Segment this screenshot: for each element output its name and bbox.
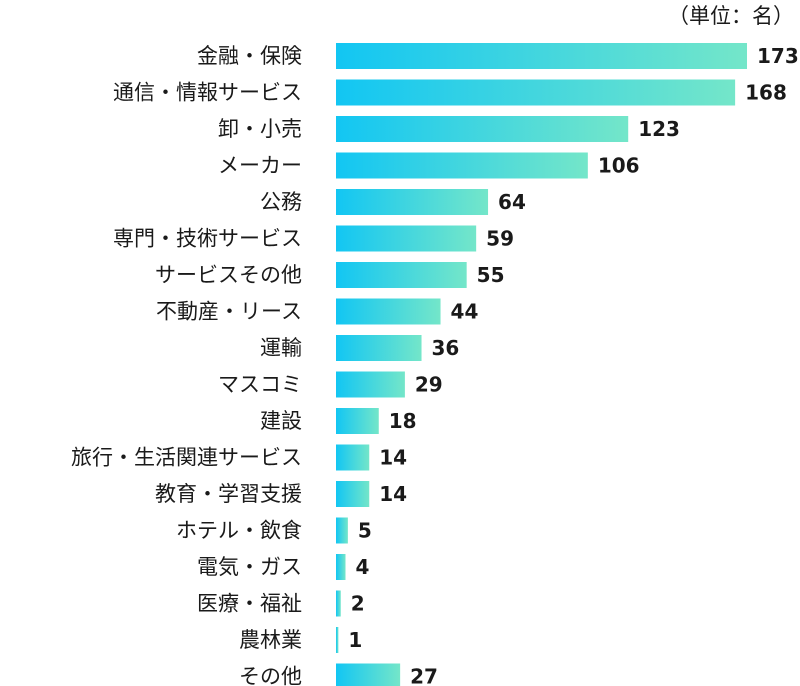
value-label: 14 (379, 446, 407, 470)
bar (336, 590, 341, 617)
bar (336, 152, 588, 179)
value-label: 64 (498, 190, 526, 214)
category-label: 農林業 (239, 628, 302, 652)
category-label: マスコミ (218, 373, 302, 397)
value-label: 59 (486, 227, 514, 251)
value-label: 29 (415, 373, 443, 397)
bar (336, 43, 747, 69)
bar (336, 517, 348, 544)
value-label: 2 (351, 592, 365, 616)
value-label: 123 (638, 117, 680, 141)
category-label: その他 (239, 665, 302, 686)
value-label: 18 (389, 409, 417, 433)
bar (336, 225, 477, 252)
bar (336, 262, 467, 288)
bar (336, 627, 339, 653)
bar (336, 116, 629, 142)
bar (336, 298, 441, 325)
category-label: 専門・技術サービス (113, 227, 302, 251)
value-label: 4 (356, 555, 370, 579)
category-label: 公務 (260, 190, 302, 214)
bar (336, 444, 370, 471)
category-label: 教育・学習支援 (155, 482, 302, 506)
bar (336, 663, 401, 686)
bar (336, 408, 379, 434)
bar (336, 335, 422, 361)
bar (336, 189, 489, 215)
unit-note: （単位：名） (668, 4, 794, 28)
category-label: 電気・ガス (197, 555, 302, 579)
value-label: 5 (358, 519, 372, 543)
category-label: 旅行・生活関連サービス (71, 446, 302, 470)
value-label: 14 (379, 482, 407, 506)
value-label: 168 (745, 81, 787, 105)
value-label: 44 (451, 300, 479, 324)
category-label: 不動産・リース (156, 300, 302, 324)
bars-group: 金融・保険 173 通信・情報サービス 168 卸・小売 123 メーカー 106 公務 64 専門… (71, 43, 799, 686)
bar (336, 371, 405, 398)
value-label: 1 (348, 628, 362, 652)
bar (336, 79, 736, 106)
category-label: メーカー (218, 154, 302, 178)
value-label: 27 (410, 665, 438, 686)
category-label: 卸・小売 (218, 117, 302, 141)
category-label: 運輸 (260, 336, 302, 360)
category-label: 建設 (260, 409, 302, 433)
category-label: 金融・保険 (197, 44, 302, 68)
value-label: 173 (757, 44, 799, 68)
category-label: サービスその他 (155, 263, 302, 287)
category-label: 医療・福祉 (197, 592, 302, 616)
category-label: 通信・情報サービス (113, 81, 302, 105)
value-label: 55 (477, 263, 505, 287)
bar (336, 481, 370, 507)
category-label: ホテル・飲食 (176, 519, 302, 543)
value-label: 106 (598, 154, 640, 178)
value-label: 36 (432, 336, 460, 360)
bar (336, 554, 346, 580)
